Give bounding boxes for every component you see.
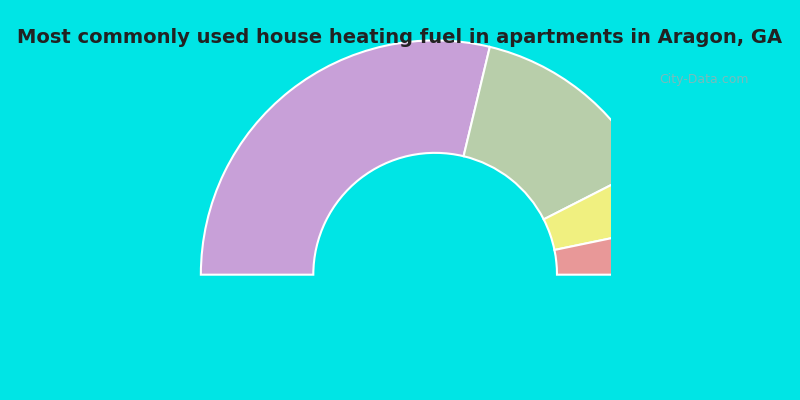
Wedge shape bbox=[201, 40, 490, 275]
Text: City-Data.com: City-Data.com bbox=[659, 74, 749, 86]
Wedge shape bbox=[463, 47, 644, 219]
Text: Most commonly used house heating fuel in apartments in Aragon, GA: Most commonly used house heating fuel in… bbox=[18, 28, 782, 47]
Wedge shape bbox=[544, 168, 665, 250]
Wedge shape bbox=[554, 227, 670, 275]
